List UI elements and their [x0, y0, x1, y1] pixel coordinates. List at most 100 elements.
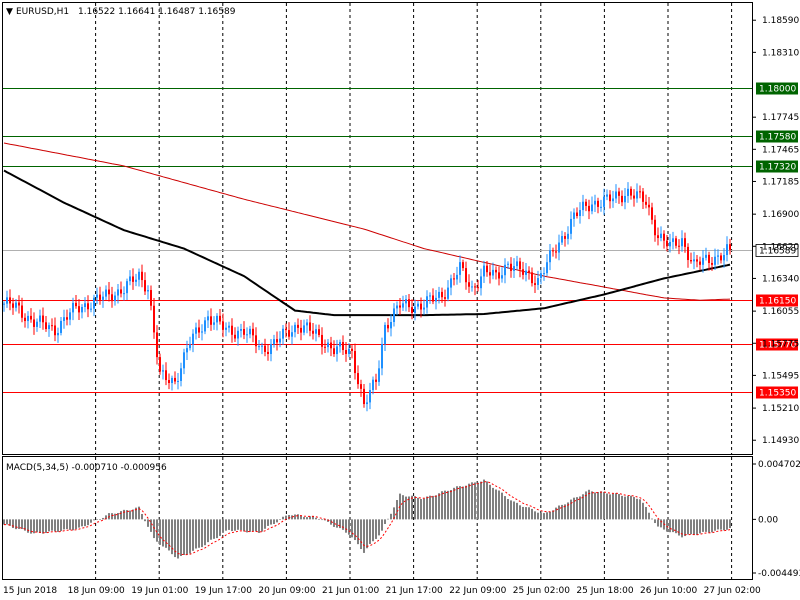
candle-body — [312, 330, 314, 334]
macd-bar — [435, 495, 437, 520]
macd-bar — [132, 509, 134, 520]
macd-bar — [219, 519, 221, 536]
candle-body — [93, 297, 95, 309]
candle-body — [528, 270, 530, 273]
candle-body — [513, 266, 515, 271]
current-price-badge — [755, 244, 799, 257]
macd-bar — [87, 519, 89, 526]
macd-bar — [393, 507, 395, 520]
fast-ma-line — [3, 169, 731, 317]
candle-body — [687, 246, 689, 261]
candle-body — [45, 322, 47, 330]
macd-bar — [3, 519, 5, 525]
macd-bar — [567, 502, 569, 520]
candle-body — [456, 274, 458, 280]
macd-tick-label: -0.004493 — [758, 569, 800, 579]
candle-body — [438, 291, 440, 298]
macd-bar — [678, 519, 680, 536]
macd-bar — [345, 519, 347, 533]
candle-body — [570, 218, 572, 234]
candle-body — [495, 269, 497, 273]
macd-bar — [318, 519, 320, 520]
macd-bar — [525, 507, 527, 520]
candle-body — [726, 244, 728, 256]
candle-body — [279, 338, 281, 343]
macd-bar — [204, 519, 206, 546]
candle-body — [585, 201, 587, 206]
macd-bar — [396, 500, 398, 520]
vertical-grid — [95, 3, 733, 579]
moving-averages — [3, 142, 731, 317]
candle-body — [717, 255, 719, 257]
macd-bar — [159, 519, 161, 545]
macd-bar — [456, 486, 458, 520]
macd-bar — [546, 512, 548, 520]
candle-body — [630, 188, 632, 196]
time-tick-label: 25 Jun 02:00 — [513, 586, 570, 596]
macd-bar — [429, 495, 431, 520]
candle-body — [597, 200, 599, 207]
macd-bar — [522, 506, 524, 520]
candle-body — [675, 238, 677, 246]
candle-body — [165, 370, 167, 381]
candle-body — [30, 315, 32, 320]
candle-body — [552, 250, 554, 252]
candle-body — [231, 325, 233, 335]
macd-bar — [117, 512, 119, 520]
candle-body — [699, 261, 701, 265]
candle-body — [663, 233, 665, 241]
macd-bar — [666, 519, 668, 532]
macd-bar — [423, 498, 425, 520]
candle-body — [615, 191, 617, 199]
price-tick-label: 1.15495 — [762, 371, 799, 381]
candle-body — [522, 269, 524, 275]
macd-bar — [690, 519, 692, 535]
macd-bar — [492, 487, 494, 520]
level-badge — [756, 338, 798, 351]
candle-body — [360, 384, 362, 389]
candle-body — [435, 297, 437, 302]
chart-menu-arrow-icon[interactable]: ▼ — [6, 7, 13, 17]
candle-body — [273, 339, 275, 345]
candle-body — [15, 302, 17, 308]
macd-bar — [432, 495, 434, 520]
macd-bar — [237, 519, 239, 530]
macd-bar — [480, 481, 482, 520]
macd-bar — [285, 515, 287, 520]
candle-body — [324, 346, 326, 348]
macd-bar — [108, 513, 110, 520]
macd-bar — [255, 519, 257, 532]
macd-bar — [264, 519, 266, 529]
level-label: 1.17580 — [759, 133, 796, 143]
candle-body — [276, 339, 278, 343]
macd-bar — [357, 519, 359, 545]
candle-body — [342, 342, 344, 351]
macd-bar — [603, 491, 605, 520]
price-tick-label: 1.16900 — [762, 210, 799, 220]
macd-bar — [675, 519, 677, 534]
macd-bar — [354, 519, 356, 541]
price-tick-label: 1.15775 — [762, 339, 799, 349]
macd-bar — [210, 519, 212, 540]
macd-bar — [111, 513, 113, 520]
macd-bar — [225, 519, 227, 531]
candle-body — [573, 212, 575, 219]
candle-body — [567, 233, 569, 239]
macd-bar — [489, 484, 491, 520]
candle-body — [612, 198, 614, 202]
candle-body — [333, 348, 335, 355]
macd-bar — [651, 518, 653, 520]
macd-bar — [585, 491, 587, 520]
candle-body — [33, 319, 35, 327]
candle-body — [480, 276, 482, 289]
candle-body — [288, 330, 290, 337]
candle-body — [420, 303, 422, 310]
candle-body — [618, 191, 620, 196]
candle-body — [405, 299, 407, 304]
level-label: 1.16150 — [759, 297, 796, 307]
macd-bar — [693, 519, 695, 535]
candle-body — [216, 315, 218, 323]
candle-body — [537, 278, 539, 285]
macd-bar — [714, 519, 716, 531]
